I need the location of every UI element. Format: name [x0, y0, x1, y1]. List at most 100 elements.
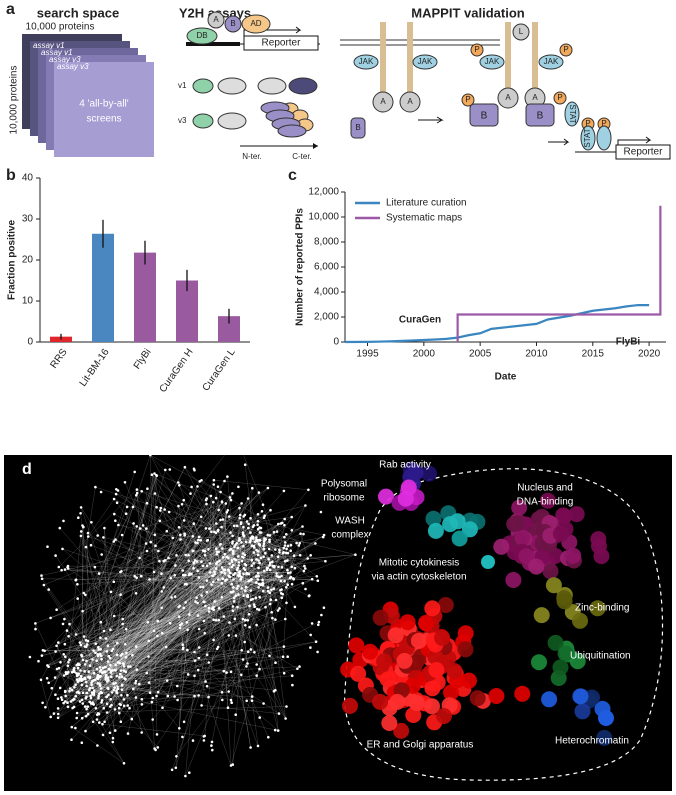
arrow	[548, 138, 570, 146]
jak	[479, 54, 505, 70]
card-label: assay v1	[33, 41, 65, 50]
protein	[372, 91, 394, 113]
part-label: P	[601, 119, 606, 128]
domain	[257, 77, 287, 95]
series-line	[344, 304, 650, 344]
y-tick-label: 2,000	[314, 312, 339, 323]
cluster-node	[342, 697, 358, 714]
cluster-boundary	[344, 468, 664, 781]
cluster-node	[446, 663, 463, 680]
protein	[399, 91, 421, 113]
cluster-node	[568, 506, 585, 523]
cluster-label: ER and Golgi apparatus	[367, 740, 474, 751]
cluster-node	[469, 690, 486, 707]
cluster-label: Mitotic cytokinesis	[379, 558, 460, 569]
cluster-node	[493, 538, 510, 555]
annotation: CuraGen	[399, 315, 441, 326]
x-tick-label: 2015	[582, 349, 605, 360]
reporter-box	[615, 144, 671, 160]
domain	[192, 78, 214, 94]
panel-d: d Rab activity Polysomal ribosome WASH compl…	[22, 437, 664, 781]
y-axis-label: Fraction positive	[7, 220, 18, 300]
ligand	[512, 23, 530, 41]
protein	[469, 103, 499, 127]
domain	[288, 77, 318, 95]
protein	[350, 117, 366, 139]
row-label: v1	[178, 81, 187, 90]
x-axis-label: Date	[495, 372, 517, 383]
part-label: P	[474, 45, 479, 54]
stat	[596, 125, 612, 151]
axis-text: C-ter.	[292, 152, 312, 161]
cluster-node	[350, 665, 367, 682]
card-text: 4 'all-by-all'	[79, 99, 128, 110]
domain	[217, 77, 247, 95]
y-tick-label: 0	[27, 337, 33, 348]
cluster-node	[509, 515, 526, 532]
bar	[134, 252, 156, 342]
receptor	[380, 22, 386, 92]
cluster-node	[584, 689, 600, 706]
cluster-label: via actin cytoskeleton	[371, 572, 466, 583]
cluster-node	[542, 563, 559, 580]
axis-text: 10,000 proteins	[9, 66, 20, 135]
cluster-node	[552, 659, 569, 676]
cluster-node	[572, 612, 588, 629]
cluster-node	[545, 577, 562, 594]
x-tick-label: 2020	[638, 349, 661, 360]
bar	[218, 316, 240, 342]
cluster-node	[408, 695, 425, 711]
y-tick-label: 0	[333, 337, 339, 348]
cluster-label: Zinc-binding	[575, 603, 629, 614]
arrow	[418, 116, 444, 124]
cluster-node	[376, 653, 393, 670]
card-label: assay v3	[57, 62, 89, 71]
y-tick-label: 6,000	[314, 262, 339, 273]
cluster-node	[572, 688, 589, 705]
cluster-node	[381, 715, 398, 731]
cluster-node	[427, 522, 444, 539]
domain	[217, 112, 247, 130]
jak	[538, 54, 564, 70]
cluster-node	[557, 645, 574, 662]
cluster-node	[457, 625, 474, 642]
axis-text: N-ter.	[242, 152, 262, 161]
part-label: JAK	[359, 57, 374, 66]
cluster-label: complex	[331, 530, 368, 541]
y-tick-label: 4,000	[314, 287, 339, 298]
x-tick-label: RRS	[48, 347, 69, 371]
part-label: P	[585, 119, 590, 128]
phospho	[470, 43, 484, 57]
cluster-node	[434, 629, 451, 646]
cluster-node	[569, 653, 586, 670]
y-axis-label: Number of reported PPIs	[295, 208, 306, 326]
cluster-node	[556, 508, 573, 525]
cluster-node	[461, 672, 477, 689]
cluster-node	[372, 693, 389, 710]
panel-title: search space	[37, 5, 119, 20]
stat	[580, 125, 596, 151]
cluster-node	[428, 662, 445, 678]
protein	[525, 103, 555, 127]
cluster-node	[443, 684, 459, 701]
part-label: AD	[250, 19, 261, 28]
y-tick-label: 10	[22, 296, 34, 307]
cluster-node	[514, 685, 531, 702]
jak	[412, 54, 438, 70]
cluster-node	[505, 572, 522, 588]
cluster-label: Polysomal	[321, 479, 367, 490]
card	[54, 62, 154, 157]
bar	[92, 233, 114, 342]
cluster-node	[589, 600, 606, 617]
panel-label: d	[22, 461, 32, 478]
part-label: A	[380, 97, 386, 106]
cluster-node	[528, 558, 545, 575]
arrow-head	[313, 143, 318, 149]
cluster-node	[539, 492, 556, 509]
part-label: Reporter	[262, 38, 302, 49]
cluster-node	[457, 641, 474, 658]
cluster-node	[514, 529, 531, 546]
charts: b Fraction positive 0 10 20 30 40 RRS Lit-BM-16 F…	[6, 167, 666, 395]
domain	[192, 113, 214, 129]
cluster-node	[396, 652, 413, 669]
